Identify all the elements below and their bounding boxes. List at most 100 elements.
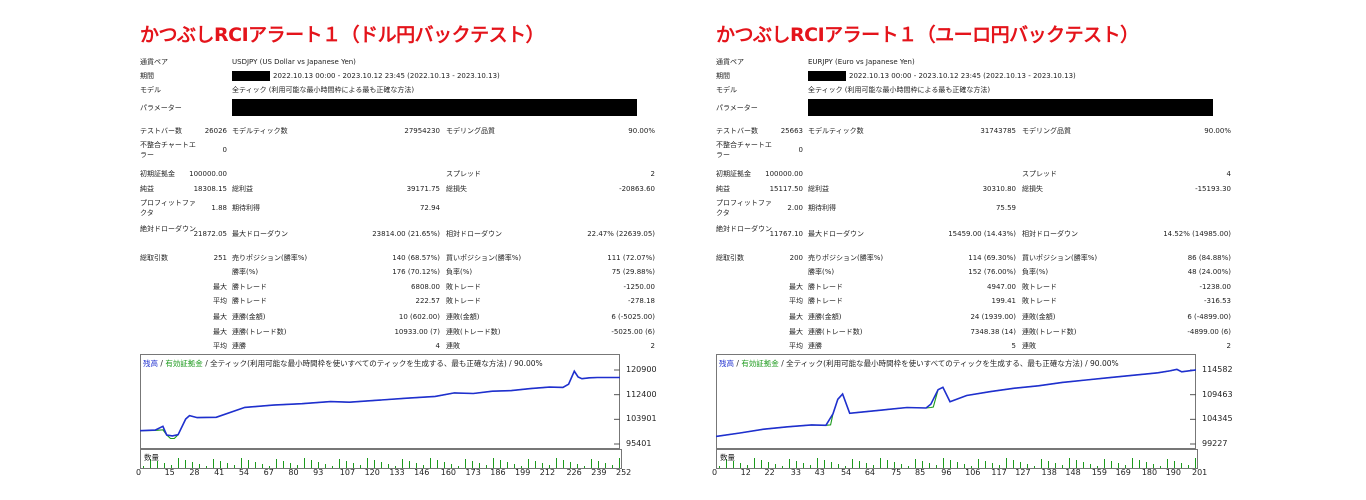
expected-label: 期待利得 bbox=[808, 204, 836, 212]
volume-bar bbox=[423, 465, 424, 468]
volume-bar bbox=[521, 466, 522, 468]
spread-label: スプレッド bbox=[1022, 170, 1057, 178]
x-tick-label: 67 bbox=[263, 468, 274, 477]
reldd-value: 22.47% (22639.05) bbox=[587, 230, 655, 238]
report-row-params: パラメーター bbox=[716, 99, 1236, 116]
volume-bar bbox=[929, 463, 930, 468]
volume-bar bbox=[1062, 465, 1063, 468]
volume-bar bbox=[859, 461, 860, 468]
volume-bar bbox=[894, 462, 895, 468]
x-tick-label: 199 bbox=[515, 468, 531, 477]
avg-loss-label: 敗トレード bbox=[1022, 297, 1057, 305]
volume-bar bbox=[999, 465, 1000, 468]
balance-line bbox=[140, 369, 620, 437]
volume-bar bbox=[157, 461, 158, 468]
volume-bar bbox=[150, 459, 151, 468]
x-tick-label: 239 bbox=[591, 468, 607, 477]
x-tick-label: 138 bbox=[1041, 468, 1057, 477]
volume-bar bbox=[824, 460, 825, 468]
pf-label: プロフィットファクタ bbox=[140, 199, 196, 217]
avg-label: 平均 bbox=[789, 342, 803, 350]
netprofit-label: 純益 bbox=[140, 185, 154, 193]
pair-value: EURJPY (Euro vs Japanese Yen) bbox=[808, 58, 915, 66]
x-tick-label: 54 bbox=[238, 468, 250, 477]
report-row-period: 期間 2022.10.13 00:00 - 2023.10.12 23:45 (… bbox=[140, 71, 660, 81]
grossloss-label: 総損失 bbox=[1022, 185, 1043, 193]
volume-bar bbox=[465, 459, 466, 468]
trades-label: 総取引数 bbox=[716, 254, 744, 262]
reldd-label: 相対ドローダウン bbox=[446, 230, 502, 238]
volume-bar bbox=[311, 460, 312, 468]
volume-bar bbox=[803, 463, 804, 468]
avg-consec-loss-value: 2 bbox=[650, 342, 655, 350]
avg-win-label: 勝トレード bbox=[232, 297, 267, 305]
long-value: 86 (84.88%) bbox=[1187, 254, 1231, 262]
x-tick-label: 148 bbox=[1065, 468, 1081, 477]
report-row-model: モデル 全ティック (利用可能な最小時間枠による最も正確な方法) bbox=[140, 85, 660, 95]
avg-consec-wins-value: 5 bbox=[1011, 342, 1016, 350]
volume-bar bbox=[528, 459, 529, 468]
volume-bar bbox=[775, 464, 776, 468]
volume-bar bbox=[346, 461, 347, 468]
volume-bar bbox=[535, 461, 536, 468]
deposit-label: 初期証拠金 bbox=[140, 170, 175, 178]
period-label: 期間 bbox=[716, 72, 730, 80]
mismatch-value: 0 bbox=[222, 146, 227, 154]
volume-bar bbox=[276, 459, 277, 468]
pair-label: 通貨ペア bbox=[140, 58, 168, 66]
volume-bar bbox=[782, 466, 783, 468]
volume-bar bbox=[796, 461, 797, 468]
model-label: モデル bbox=[716, 86, 737, 94]
x-tick-label: 28 bbox=[189, 468, 200, 477]
report-row-period: 期間 2022.10.13 00:00 - 2023.10.12 23:45 (… bbox=[716, 71, 1236, 81]
redaction-block bbox=[232, 71, 270, 81]
x-tick-label: 106 bbox=[965, 468, 981, 477]
volume-bar bbox=[605, 463, 606, 468]
volume-bar bbox=[1181, 463, 1182, 468]
avg-consec-wins-value: 4 bbox=[435, 342, 440, 350]
volume-bar bbox=[269, 466, 270, 468]
x-tick-label: 107 bbox=[339, 468, 356, 477]
volume-bar bbox=[1076, 460, 1077, 468]
pf-value: 2.00 bbox=[787, 204, 803, 212]
volume-bar bbox=[950, 460, 951, 468]
avg-label: 平均 bbox=[213, 297, 227, 305]
report-row-trades: 総取引数 251 売りポジション(勝率%) 140 (68.57%) 買いポジシ… bbox=[140, 253, 660, 263]
volume-panel: 数量 bbox=[140, 449, 622, 469]
volume-bar bbox=[514, 464, 515, 468]
volume-bar bbox=[733, 461, 734, 468]
spread-value: 4 bbox=[1226, 170, 1231, 178]
reldd-label: 相対ドローダウン bbox=[1022, 230, 1078, 238]
report-title: かつぶしRCIアラート１（ドル円バックテスト） bbox=[140, 24, 545, 46]
volume-bar bbox=[402, 459, 403, 468]
maxdd-value: 15459.00 (14.43%) bbox=[948, 230, 1016, 238]
legend-balance: 残高 bbox=[143, 359, 158, 368]
y-tick-label: 112400 bbox=[626, 389, 657, 399]
report-row-bars: テストバー数 25663 モデルティック数 31743785 モデリング品質 9… bbox=[716, 126, 1236, 136]
balance-chart: 残高 / 有効証拠金 / 全ティック(利用可能な最小時間枠を使いすべてのティック… bbox=[712, 354, 1236, 480]
volume-bar bbox=[1188, 465, 1189, 468]
consec-wins-trades-value: 7348.38 (14) bbox=[970, 328, 1016, 336]
consec-wins-money-label: 連勝(金額) bbox=[808, 313, 842, 321]
netprofit-value: 18308.15 bbox=[193, 185, 227, 193]
volume-bar bbox=[726, 459, 727, 468]
pair-value: USDJPY (US Dollar vs Japanese Yen) bbox=[232, 58, 356, 66]
volume-bar bbox=[887, 460, 888, 468]
ticks-value: 31743785 bbox=[980, 127, 1016, 135]
max-label: 最大 bbox=[213, 283, 227, 291]
legend-description: / 全ティック(利用可能な最小時間枠を使いすべてのティックを生成する、最も正確な… bbox=[205, 359, 543, 368]
volume-bar bbox=[493, 458, 494, 468]
long-label: 買いポジション(勝率%) bbox=[446, 254, 522, 262]
volume-bar bbox=[262, 464, 263, 468]
volume-bar bbox=[388, 464, 389, 468]
volume-bar bbox=[241, 458, 242, 468]
volume-bar bbox=[171, 465, 172, 468]
x-tick-label: 54 bbox=[840, 468, 852, 477]
max-label: 最大 bbox=[789, 313, 803, 321]
volume-bar bbox=[374, 460, 375, 468]
volume-bar bbox=[810, 465, 811, 468]
volume-bar bbox=[908, 466, 909, 468]
report-row-mismatch: 不整合チャートエラー 0 bbox=[140, 140, 660, 160]
lossrate-label: 負率(%) bbox=[1022, 268, 1049, 276]
volume-bar bbox=[325, 464, 326, 468]
